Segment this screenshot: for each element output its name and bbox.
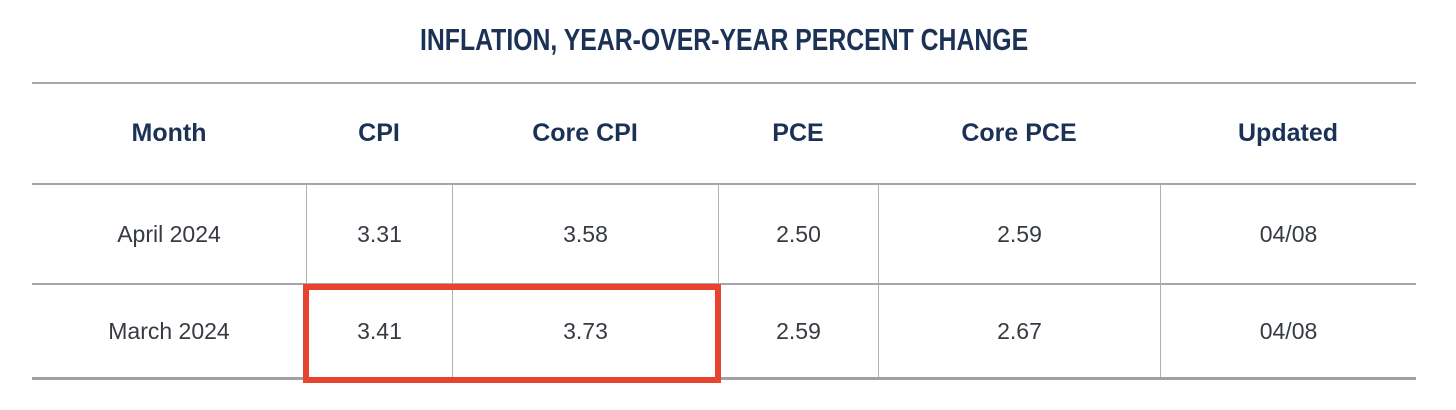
column-header-cpi: CPI (358, 119, 400, 147)
page-title: INFLATION, YEAR-OVER-YEAR PERCENT CHANGE (32, 0, 1416, 80)
page-title-text: INFLATION, YEAR-OVER-YEAR PERCENT CHANGE (419, 22, 1029, 57)
inflation-table: Month CPI Core CPI PCE Core PCE Updated … (32, 82, 1416, 383)
cell-march-core-cpi: 3.73 (452, 285, 718, 377)
cell-april-month: April 2024 (117, 220, 221, 247)
cell-april-cpi: 3.31 (306, 185, 452, 283)
cell-march-updated: 04/08 (1160, 285, 1416, 377)
table-header-row: Month CPI Core CPI PCE Core PCE Updated (32, 84, 1416, 185)
column-header-month: Month (131, 119, 207, 147)
column-header-core-pce: Core PCE (961, 119, 1077, 147)
cell-april-pce: 2.50 (718, 185, 878, 283)
cell-march-cpi: 3.41 (306, 285, 452, 377)
cell-march-pce: 2.59 (718, 285, 878, 377)
column-header-updated: Updated (1238, 119, 1338, 147)
cell-march-month: March 2024 (108, 317, 230, 344)
cell-april-core-cpi: 3.58 (452, 185, 718, 283)
column-header-pce: PCE (772, 119, 824, 147)
cell-march-core-pce: 2.67 (878, 285, 1160, 377)
column-header-core-cpi: Core CPI (532, 119, 638, 147)
cell-april-core-pce: 2.59 (878, 185, 1160, 283)
cell-april-updated: 04/08 (1160, 185, 1416, 283)
table-row-april-2024: April 2024 3.31 3.58 2.50 2.59 04/08 (32, 185, 1416, 285)
table-row-march-2024: March 2024 3.41 3.73 2.59 2.67 04/08 (32, 285, 1416, 380)
